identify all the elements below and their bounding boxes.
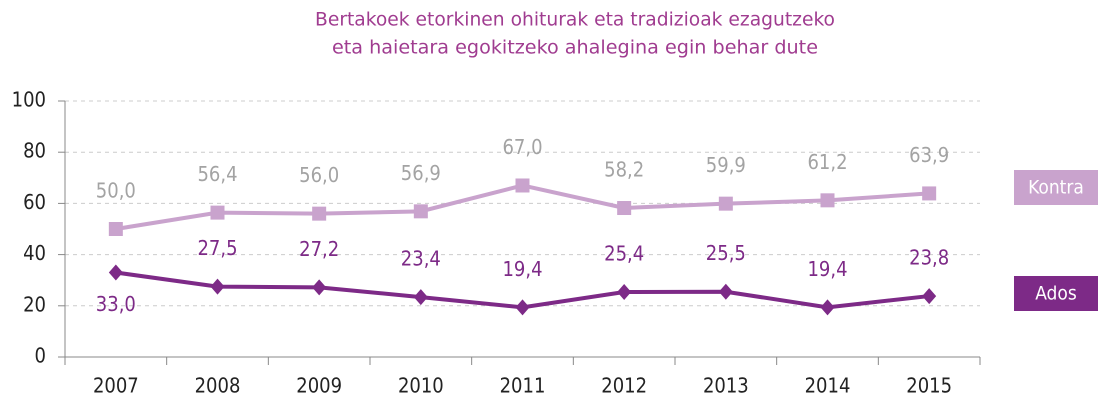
data-label: 23,4 (401, 247, 441, 271)
marker (820, 193, 835, 208)
data-label: 50,0 (96, 179, 136, 203)
data-label: 23,8 (909, 246, 949, 270)
marker (617, 201, 632, 216)
chart-title: eta haietara egokitzeko ahalegina egin b… (332, 37, 818, 59)
x-tick-label: 2007 (93, 374, 139, 398)
y-tick-label: 100 (12, 88, 46, 112)
y-tick-label: 60 (23, 190, 46, 214)
x-tick-label: 2008 (195, 374, 241, 398)
marker (312, 279, 327, 296)
marker (515, 299, 530, 316)
legend-swatch (1014, 276, 1098, 311)
data-label: 56,0 (299, 163, 339, 187)
x-tick-label: 2013 (703, 374, 749, 398)
marker (413, 204, 428, 219)
y-tick-label: 0 (35, 344, 46, 368)
chart-title: Bertakoek etorkinen ohiturak eta tradizi… (315, 9, 835, 31)
marker (108, 264, 123, 281)
marker (922, 186, 937, 201)
data-label: 33,0 (96, 292, 136, 316)
marker (617, 283, 632, 300)
marker (210, 278, 225, 295)
data-label: 27,5 (197, 236, 237, 260)
data-label: 67,0 (502, 135, 542, 159)
data-label: 25,5 (706, 241, 746, 265)
x-tick-label: 2012 (601, 374, 647, 398)
y-tick-label: 40 (23, 241, 46, 265)
x-tick-label: 2011 (500, 374, 546, 398)
legend-swatch (1014, 170, 1098, 205)
legend-label: Ados (1035, 283, 1077, 305)
y-tick-label: 20 (23, 292, 46, 316)
marker (718, 196, 733, 211)
y-tick-label: 80 (23, 139, 46, 163)
marker (515, 178, 530, 193)
legend-label: Kontra (1028, 177, 1084, 199)
marker (210, 205, 225, 220)
marker (108, 222, 123, 236)
x-tick-label: 2009 (296, 374, 342, 398)
marker (922, 288, 937, 305)
data-label: 56,4 (197, 162, 237, 186)
data-label: 19,4 (807, 257, 847, 281)
data-label: 63,9 (909, 143, 949, 167)
x-tick-label: 2010 (398, 374, 444, 398)
marker (718, 283, 733, 300)
data-label: 27,2 (299, 237, 339, 261)
marker (312, 206, 327, 221)
data-label: 58,2 (604, 158, 644, 182)
marker (820, 299, 835, 316)
marker (413, 289, 428, 306)
data-label: 61,2 (807, 150, 847, 174)
data-label: 19,4 (502, 257, 542, 281)
data-label: 25,4 (604, 241, 644, 265)
x-tick-label: 2015 (906, 374, 952, 398)
data-label: 59,9 (706, 153, 746, 177)
x-tick-label: 2014 (805, 374, 851, 398)
data-label: 56,9 (401, 161, 441, 185)
